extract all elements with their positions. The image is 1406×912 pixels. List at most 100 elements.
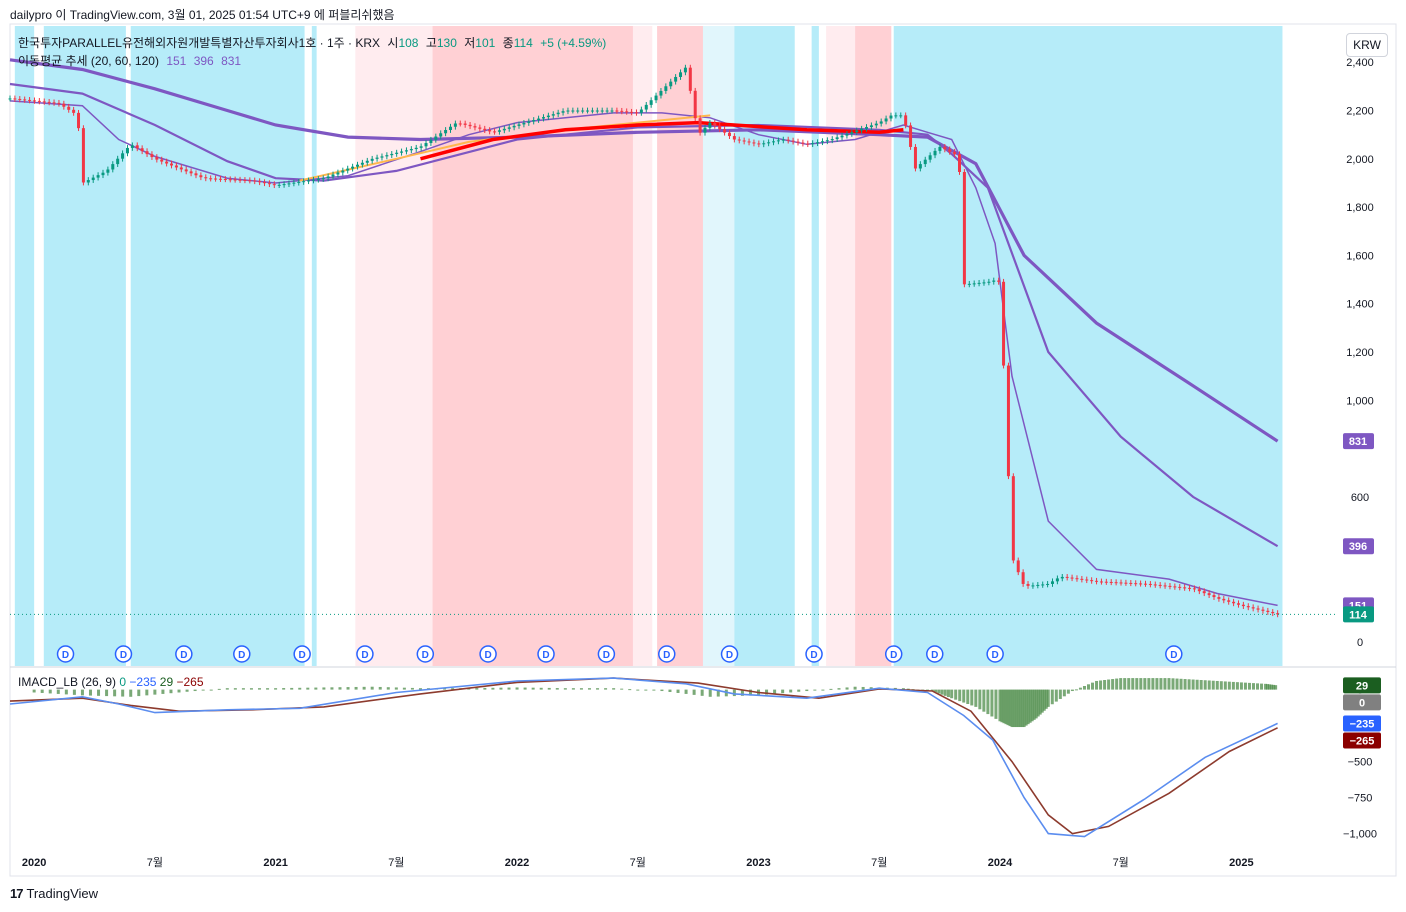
candle-body	[130, 145, 134, 148]
candle-body	[586, 110, 590, 112]
candle-body	[1139, 583, 1143, 585]
candle-body	[233, 179, 237, 181]
macd-histogram-bar	[1000, 689, 1004, 723]
x-tick-label: 7월	[1113, 856, 1129, 869]
macd-histogram-bar	[451, 688, 455, 690]
candle-body	[982, 282, 986, 284]
macd-histogram-bar	[1256, 683, 1260, 690]
dividend-label: D	[361, 650, 368, 661]
candle-body	[297, 181, 301, 183]
candle-body	[106, 169, 110, 173]
dividend-circle	[1165, 645, 1183, 663]
symbol-legend[interactable]: 한국투자PARALLEL유전해외자원개발특별자산투자회사1호 · 1주 · KR…	[18, 34, 610, 51]
macd-histogram-bar	[306, 687, 310, 690]
x-tick-label: 7월	[630, 856, 646, 869]
macd-histogram-bar	[338, 687, 342, 690]
candle-body	[493, 131, 497, 133]
ma-title: 이동평균 추세 (20, 60, 120)	[18, 54, 159, 68]
dividend-marker: D	[114, 645, 133, 663]
macd-histogram-bar	[1231, 681, 1235, 690]
candle-body	[86, 180, 90, 183]
macd-histogram-bar	[1111, 679, 1115, 690]
dividend-circle	[175, 645, 193, 663]
macd-histogram-bar	[394, 687, 398, 690]
macd-histogram-bar	[940, 689, 944, 695]
high-value: 130	[436, 36, 457, 50]
candle-body	[698, 118, 702, 133]
candle-body	[1011, 476, 1015, 561]
candle-body	[791, 140, 795, 142]
candle-body	[81, 128, 85, 183]
price-value-badge-label: 396	[1349, 541, 1367, 553]
macd-histogram-bar	[40, 689, 44, 693]
candle-body	[72, 109, 76, 113]
macd-histogram-bar	[1175, 678, 1179, 690]
dividend-marker: D	[175, 645, 193, 663]
candle-body	[1183, 587, 1187, 589]
candle-body	[1246, 606, 1250, 608]
candle-body	[1075, 578, 1079, 580]
candle-body	[762, 143, 766, 145]
tradingview-logo[interactable]: 17 TradingView	[10, 886, 98, 901]
candle-body	[659, 90, 663, 96]
candle-body	[67, 106, 71, 110]
candle-body	[292, 182, 296, 184]
candle-body	[1188, 587, 1192, 589]
macd-histogram-bar	[982, 689, 986, 712]
candle-body	[654, 95, 658, 101]
price-y-tick-label: 1,400	[1346, 299, 1374, 311]
dividend-marker: D	[479, 645, 497, 663]
candle-body	[18, 98, 22, 100]
dividend-circle	[537, 645, 555, 663]
macd-value-badge	[1343, 694, 1381, 711]
candle-body	[909, 125, 913, 147]
candle-body	[850, 132, 854, 134]
macd-histogram-bar	[547, 687, 551, 690]
macd-histogram-bar	[596, 688, 600, 690]
candle-body	[904, 115, 908, 126]
macd-histogram-bar	[475, 688, 479, 690]
candle-body	[860, 128, 864, 131]
macd-histogram-bar	[1260, 683, 1264, 690]
candle-body	[600, 110, 604, 112]
candle-body	[390, 153, 394, 156]
candle-body	[1276, 613, 1280, 615]
macd-histogram-bar	[354, 686, 358, 690]
dividend-label: D	[603, 650, 610, 661]
macd-histogram-bar	[1264, 683, 1268, 690]
candle-body	[253, 180, 257, 182]
macd-legend[interactable]: IMACD_LB (26, 9) 0 −235 29 −265	[18, 675, 204, 689]
macd-histogram-bar	[579, 688, 583, 690]
dividend-marker: D	[1165, 645, 1183, 663]
candle-body	[825, 140, 829, 142]
macd-histogram-bar	[274, 688, 278, 690]
macd-histogram-bar	[370, 686, 374, 690]
background-zone-blue	[893, 26, 1283, 666]
candle-body	[967, 283, 971, 285]
candle-body	[32, 100, 36, 102]
macd-histogram-bar	[1078, 687, 1082, 690]
dividend-marker: D	[926, 645, 944, 663]
macd-histogram-bar	[978, 689, 982, 710]
candle-body	[463, 123, 467, 125]
candle-body	[307, 180, 311, 182]
macd-y-tick-label: −1,000	[1343, 829, 1377, 841]
macd-histogram-bar	[962, 689, 966, 703]
macd-histogram-bar	[829, 688, 833, 690]
macd-histogram-bar	[869, 687, 873, 690]
macd-histogram-bar	[966, 689, 970, 704]
macd-histogram-bar	[1008, 689, 1012, 727]
macd-histogram-bar	[1251, 683, 1255, 690]
macd-histogram-bar	[998, 689, 1002, 722]
candle-body	[1192, 588, 1196, 590]
candle-body	[958, 154, 962, 172]
macd-histogram-bar	[1028, 689, 1032, 723]
candle-body	[532, 120, 536, 122]
ma-legend[interactable]: 이동평균 추세 (20, 60, 120) 151 396 831	[18, 52, 245, 69]
candle-body	[380, 156, 384, 158]
dividend-label: D	[120, 650, 127, 661]
currency-button[interactable]: KRW	[1346, 33, 1388, 57]
macd-histogram-bar	[1272, 684, 1276, 690]
candle-body	[845, 133, 849, 136]
